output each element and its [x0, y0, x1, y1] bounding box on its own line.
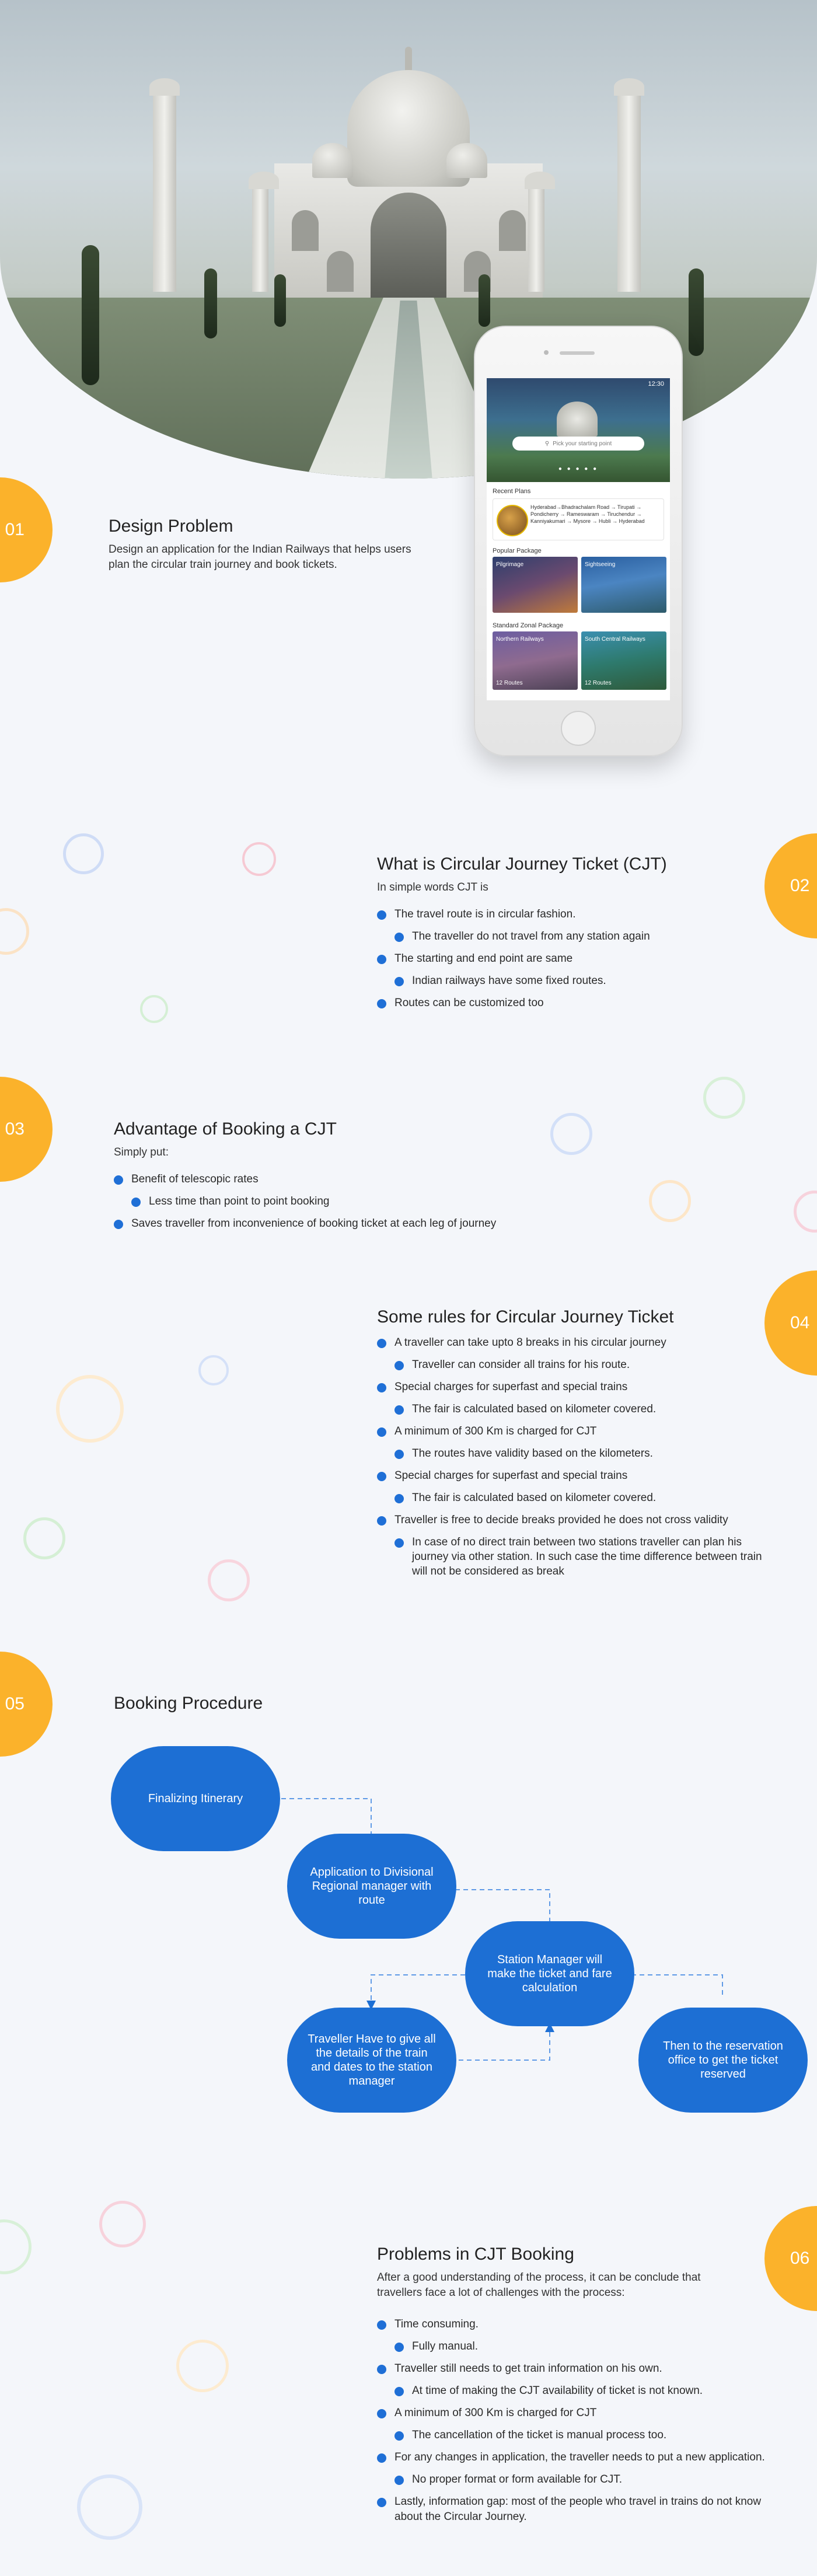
flow-node-station-manager: Station Manager will make the ticket and…: [465, 1921, 634, 2026]
home-button: [561, 711, 596, 746]
decor-ring: [176, 2340, 229, 2392]
list-item: Fully manual.: [394, 2339, 797, 2354]
list-item: Benefit of telescopic rates: [114, 1172, 581, 1187]
list-item: A traveller can take upto 8 breaks in hi…: [377, 1335, 762, 1350]
decor-ring: [703, 1077, 745, 1119]
decor-ring: [77, 2474, 142, 2540]
popular-package-title: Popular Package: [493, 547, 542, 554]
decor-ring: [198, 1355, 229, 1385]
decor-ring: [56, 1375, 124, 1443]
problems-section: Problems in CJT Booking After a good und…: [377, 2245, 797, 2532]
advantage-list: Benefit of telescopic rates Less time th…: [114, 1172, 581, 1231]
package-label: Pilgrimage: [496, 561, 524, 568]
rules-section: Some rules for Circular Journey Ticket A…: [377, 1307, 762, 1586]
zonal-routes: 12 Routes: [585, 680, 612, 686]
list-item: The travel route is in circular fashion.: [377, 907, 750, 922]
list-item: The routes have validity based on the ki…: [394, 1446, 762, 1461]
section-title: Booking Procedure: [114, 1694, 263, 1713]
list-item: The traveller do not travel from any sta…: [394, 929, 750, 944]
list-item: Routes can be customized too: [377, 996, 750, 1011]
flow-node-traveller-details: Traveller Have to give all the details o…: [287, 2008, 456, 2113]
carousel-dots[interactable]: ● ● ● ● ●: [558, 466, 599, 472]
camera-icon: [544, 350, 549, 355]
section-intro: After a good understanding of the proces…: [377, 2271, 701, 2299]
zonal-name: South Central Railways: [585, 636, 645, 643]
list-item: Lastly, information gap: most of the peo…: [377, 2494, 768, 2525]
recent-plan-card[interactable]: Hyderabad→Bhadrachalam Road → Tirupati →…: [493, 498, 664, 540]
problems-list: Time consuming. Fully manual. Traveller …: [377, 2317, 797, 2525]
search-input[interactable]: ⚲ Pick your starting point: [512, 437, 644, 451]
design-problem-section: Design Problem Design an application for…: [109, 516, 412, 573]
list-item: For any changes in application, the trav…: [377, 2450, 797, 2465]
section-text: Design an application for the Indian Rai…: [109, 543, 411, 571]
zonal-tile-south-central[interactable]: South Central Railways 12 Routes: [581, 631, 666, 690]
decor-ring: [140, 995, 168, 1023]
flow-node-itinerary: Finalizing Itinerary: [111, 1746, 280, 1851]
section-title: Design Problem: [109, 516, 233, 536]
decor-ring: [23, 1517, 65, 1559]
status-time: 12:30: [648, 381, 664, 388]
list-item: Traveller is free to decide breaks provi…: [377, 1513, 762, 1528]
cjt-list: The travel route is in circular fashion.…: [377, 907, 750, 1011]
list-item: Traveller can consider all trains for hi…: [394, 1357, 762, 1373]
list-item: No proper format or form available for C…: [394, 2472, 797, 2487]
app-hero-banner: 12:30 ⚲ Pick your starting point ● ● ● ●…: [487, 378, 670, 482]
list-item: In case of no direct train between two s…: [394, 1535, 762, 1579]
zonal-package-title: Standard Zonal Package: [493, 622, 564, 629]
flow-node-application: Application to Divisional Regional manag…: [287, 1834, 456, 1939]
list-item: The fair is calculated based on kilomete…: [394, 1491, 762, 1506]
recent-plans-title: Recent Plans: [493, 488, 531, 495]
advantage-section: Advantage of Booking a CJT Simply put: B…: [114, 1119, 581, 1238]
booking-section-title-wrap: Booking Procedure: [114, 1694, 263, 1713]
section-intro: Simply put:: [114, 1146, 169, 1158]
zonal-tile-northern[interactable]: Northern Railways 12 Routes: [493, 631, 578, 690]
list-item: Saves traveller from inconvenience of bo…: [114, 1216, 581, 1231]
decor-ring: [649, 1180, 691, 1222]
list-item: Time consuming.: [377, 2317, 797, 2332]
decor-ring: [208, 1559, 250, 1601]
zonal-name: Northern Railways: [496, 636, 544, 643]
rules-list: A traveller can take upto 8 breaks in hi…: [377, 1335, 762, 1579]
cjt-section: What is Circular Journey Ticket (CJT) In…: [377, 854, 750, 1018]
list-item: The cancellation of the ticket is manual…: [394, 2428, 797, 2443]
list-item: Indian railways have some fixed routes.: [394, 973, 750, 989]
section-title: What is Circular Journey Ticket (CJT): [377, 854, 667, 874]
app-screen: 12:30 ⚲ Pick your starting point ● ● ● ●…: [487, 378, 670, 700]
decor-ring: [0, 2219, 32, 2274]
decor-ring: [99, 2201, 146, 2247]
decor-ring: [242, 842, 276, 876]
section-title: Problems in CJT Booking: [377, 2245, 574, 2264]
list-item: A minimum of 300 Km is charged for CJT: [377, 2406, 797, 2421]
zonal-routes: 12 Routes: [496, 680, 523, 686]
search-icon: ⚲: [544, 440, 550, 447]
list-item: Special charges for superfast and specia…: [377, 1468, 762, 1484]
section-title: Advantage of Booking a CJT: [114, 1119, 337, 1139]
list-item: At time of making the CJT availability o…: [394, 2383, 797, 2399]
package-tile-pilgrimage[interactable]: Pilgrimage: [493, 557, 578, 613]
list-item: The fair is calculated based on kilomete…: [394, 1402, 762, 1417]
list-item: Less time than point to point booking: [131, 1194, 581, 1209]
flow-node-reservation: Then to the reservation office to get th…: [638, 2008, 808, 2113]
search-placeholder: Pick your starting point: [553, 440, 612, 447]
phone-mockup: 12:30 ⚲ Pick your starting point ● ● ● ●…: [474, 326, 683, 756]
list-item: Special charges for superfast and specia…: [377, 1380, 762, 1395]
list-item: The starting and end point are same: [377, 951, 750, 966]
avatar: [497, 505, 528, 536]
recent-route: Hyderabad→Bhadrachalam Road → Tirupati →…: [530, 504, 645, 524]
package-tile-sightseeing[interactable]: Sightseeing: [581, 557, 666, 613]
section-intro: In simple words CJT is: [377, 881, 488, 893]
list-item: A minimum of 300 Km is charged for CJT: [377, 1424, 762, 1439]
list-item: Traveller still needs to get train infor…: [377, 2361, 797, 2376]
speaker-grille: [560, 351, 595, 355]
package-label: Sightseeing: [585, 561, 616, 568]
decor-ring: [550, 1113, 592, 1155]
decor-ring: [63, 833, 104, 874]
section-title: Some rules for Circular Journey Ticket: [377, 1307, 674, 1327]
